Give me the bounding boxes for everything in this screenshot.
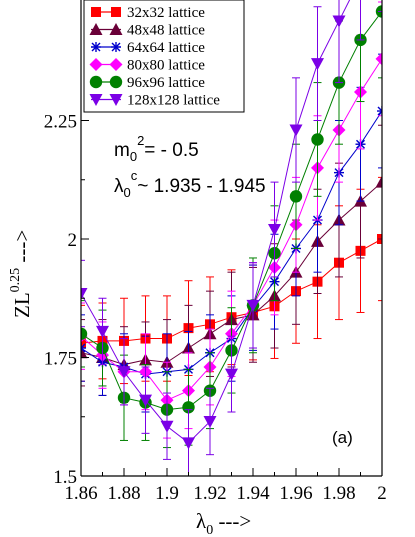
- svg-text:λ0c~ 1.935 - 1.945: λ0c~ 1.935 - 1.945: [114, 168, 266, 200]
- data-point: [289, 190, 303, 203]
- error-bar: [356, 0, 365, 41]
- data-point: [375, 175, 382, 188]
- legend-marker: [89, 58, 103, 71]
- lambda-l: λ: [114, 176, 124, 197]
- mass-sub: 0: [130, 149, 137, 164]
- legend-marker: [109, 58, 123, 71]
- x-tick-label: 1.94: [236, 483, 270, 504]
- x-tick-label: 2: [377, 483, 387, 504]
- error-bar: [81, 300, 85, 368]
- y-tick-label: 2: [68, 230, 78, 251]
- data-point: [375, 52, 382, 66]
- data-point: [81, 288, 88, 301]
- legend-marker: [109, 94, 123, 106]
- legend-marker: [89, 23, 103, 35]
- data-point: [246, 299, 260, 312]
- error-bar: [378, 124, 382, 240]
- error-bar: [81, 302, 85, 370]
- legend-label: 96x96 lattice: [127, 75, 205, 91]
- data-point: [311, 58, 324, 71]
- legend-entry: 128x128 lattice: [89, 93, 220, 109]
- error-bar: [335, 0, 343, 84]
- data-point: [225, 368, 238, 381]
- x-tick-label: 1.86: [64, 483, 97, 504]
- data-point: [182, 401, 195, 414]
- y-axis-title: ZL0.25 --->: [8, 230, 34, 318]
- legend-entry: 64x64 lattice: [91, 40, 205, 56]
- legend-entry: 80x80 lattice: [89, 58, 205, 74]
- legend-marker: [109, 75, 123, 89]
- legend-marker: [111, 42, 121, 52]
- legend-entry: 48x48 lattice: [89, 23, 205, 39]
- data-point: [182, 437, 195, 450]
- series-6: [81, 0, 382, 476]
- legend-marker: [109, 23, 123, 35]
- legend-marker: [91, 42, 101, 52]
- error-bar: [81, 319, 85, 387]
- x-tick-label: 1.98: [322, 483, 355, 504]
- lambda-sup: c: [131, 168, 138, 183]
- lambda-rest: ~ 1.935 - 1.945: [137, 176, 265, 197]
- legend-marker: [91, 7, 101, 17]
- data-point: [81, 343, 86, 354]
- error-bar: [378, 0, 382, 12]
- data-point: [160, 420, 174, 433]
- x-axis-title-sub: 0: [206, 523, 213, 537]
- data-point: [117, 366, 131, 379]
- data-point: [96, 325, 109, 338]
- legend-label: 128x128 lattice: [127, 93, 220, 109]
- legend-label: 80x80 lattice: [127, 58, 205, 74]
- legend-entry: 96x96 lattice: [89, 75, 205, 91]
- x-axis-title-main: λ: [196, 509, 207, 533]
- tick-layer: 1.86 1.88 1.9 1.92 1.94 1.96 1.98 2 1.5 1.75 2 2.25: [44, 112, 387, 505]
- legend-marker: [89, 94, 103, 106]
- error-bar: [378, 1, 382, 117]
- legend-marker: [111, 7, 121, 17]
- error-bar: [378, 53, 382, 169]
- data-point: [203, 415, 217, 428]
- mass-m: m: [114, 140, 130, 161]
- data-point: [268, 224, 281, 237]
- svg-text:m02= - 0.5: m02= - 0.5: [114, 133, 199, 164]
- x-tick-label: 1.92: [193, 483, 226, 504]
- mass-annotation: m02= - 0.5: [114, 133, 199, 164]
- data-point: [332, 15, 346, 28]
- y-axis-title-main: ZL: [10, 292, 34, 318]
- legend-entry: 32x32 lattice: [91, 5, 205, 21]
- lambda-sub: 0: [124, 185, 131, 200]
- mass-rest: = - 0.5: [144, 140, 198, 161]
- x-tick-label: 1.96: [279, 483, 312, 504]
- series-layer: [81, 0, 382, 476]
- data-point: [311, 133, 324, 146]
- y-axis-title-arrow: --->: [10, 230, 34, 268]
- x-tick-label: 1.88: [107, 483, 140, 504]
- y-tick-label: 2.25: [44, 112, 77, 133]
- y-axis-title-sup: 0.25: [8, 268, 23, 293]
- x-tick-label: 1.9: [155, 483, 179, 504]
- legend-label: 64x64 lattice: [127, 40, 205, 56]
- data-point: [289, 124, 303, 137]
- legend-box: [83, 0, 245, 113]
- y-tick-label: 1.5: [53, 467, 77, 488]
- data-point: [377, 106, 382, 117]
- error-bar: [378, 0, 382, 79]
- x-axis-title: λ0 --->: [196, 509, 251, 537]
- panel-label: (a): [332, 428, 353, 447]
- error-bar: [81, 259, 85, 328]
- mass-sup: 2: [137, 133, 144, 148]
- legend-marker: [89, 75, 103, 89]
- y-tick-label: 1.75: [44, 349, 77, 370]
- legend-label: 48x48 lattice: [127, 23, 205, 39]
- data-point: [139, 394, 152, 407]
- error-bar: [81, 314, 85, 382]
- x-axis-title-arrow: --->: [213, 509, 251, 533]
- error-bar: [378, 176, 382, 302]
- data-point: [81, 327, 88, 340]
- lambda-annotation: λ0c~ 1.935 - 1.945: [114, 168, 266, 200]
- legend-label: 32x32 lattice: [127, 5, 205, 21]
- data-point: [81, 338, 86, 349]
